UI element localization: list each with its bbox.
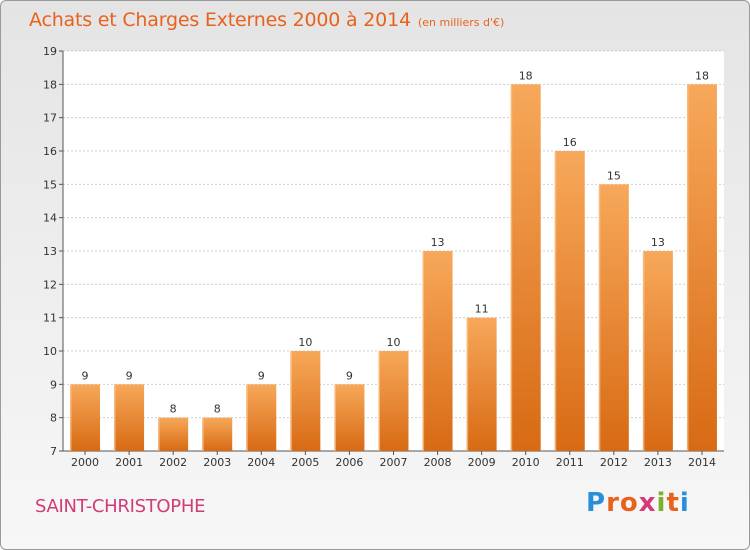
bar-2003 [202, 417, 233, 451]
data-label: 10 [298, 336, 312, 349]
y-tick-label: 17 [43, 112, 57, 125]
y-tick-label: 16 [43, 145, 57, 158]
y-tick-label: 12 [43, 278, 57, 291]
bar-2014 [686, 84, 717, 451]
x-tick-label: 2001 [115, 456, 143, 469]
bar-highlight [554, 151, 557, 451]
bar-2012 [598, 184, 629, 452]
bar-highlight [114, 384, 116, 451]
bar-2007 [378, 351, 409, 451]
bar-2008 [422, 251, 453, 451]
x-tick-label: 2011 [556, 456, 584, 469]
data-label: 18 [695, 69, 709, 82]
bar-2001 [114, 384, 145, 451]
data-label: 11 [475, 303, 489, 316]
bar-2004 [246, 384, 277, 451]
data-label: 9 [82, 369, 89, 382]
bar-2005 [290, 351, 321, 451]
data-label: 15 [607, 169, 621, 182]
bar-highlight [290, 351, 292, 451]
x-tick-label: 2013 [644, 456, 672, 469]
y-tick-label: 9 [50, 378, 57, 391]
y-tick-label: 13 [43, 245, 57, 258]
bar-2000 [70, 384, 101, 451]
bar-highlight [246, 384, 248, 451]
x-tick-label: 2008 [424, 456, 452, 469]
logo-letter: t [666, 488, 680, 518]
bar-highlight [598, 184, 601, 452]
y-tick-label: 8 [50, 412, 57, 425]
logo-letter: o [619, 488, 639, 518]
bar-highlight [158, 417, 160, 451]
x-tick-label: 2002 [159, 456, 187, 469]
bar-2011 [554, 151, 585, 451]
bar-2009 [466, 317, 497, 451]
x-tick-label: 2000 [71, 456, 99, 469]
data-label: 8 [170, 403, 177, 416]
chart-title: Achats et Charges Externes 2000 à 2014 [29, 9, 411, 31]
logo-letter: i [679, 488, 690, 518]
x-tick-label: 2007 [380, 456, 408, 469]
logo-letter: r [606, 488, 620, 518]
data-label: 9 [346, 369, 353, 382]
bar-highlight [686, 84, 689, 451]
y-tick-label: 14 [43, 212, 57, 225]
data-label: 13 [651, 236, 665, 249]
data-label: 9 [258, 369, 265, 382]
data-label: 10 [387, 336, 401, 349]
y-tick-label: 19 [43, 45, 57, 58]
bar-highlight [510, 84, 513, 451]
x-tick-label: 2009 [468, 456, 496, 469]
data-label: 16 [563, 136, 577, 149]
y-tick-label: 11 [43, 312, 57, 325]
proxiti-logo[interactable]: Proxiti [586, 488, 690, 518]
x-tick-label: 2014 [688, 456, 716, 469]
bar-2006 [334, 384, 365, 451]
y-tick-label: 7 [50, 445, 57, 458]
bar-highlight [642, 251, 645, 451]
x-tick-label: 2005 [291, 456, 319, 469]
bar-highlight [202, 417, 204, 451]
logo-letter: x [638, 488, 657, 518]
y-tick-label: 10 [43, 345, 57, 358]
x-tick-label: 2012 [600, 456, 628, 469]
data-label: 18 [519, 69, 533, 82]
x-tick-label: 2010 [512, 456, 540, 469]
chart-subtitle: (en milliers d'€) [418, 16, 505, 29]
data-label: 8 [214, 403, 221, 416]
x-tick-label: 2003 [203, 456, 231, 469]
bar-2013 [642, 251, 673, 451]
commune-name: SAINT-CHRISTOPHE [35, 496, 206, 517]
x-tick-label: 2006 [335, 456, 363, 469]
x-tick-label: 2004 [247, 456, 275, 469]
bar-highlight [422, 251, 425, 451]
logo-letter: P [586, 488, 607, 518]
y-tick-label: 15 [43, 178, 57, 191]
y-tick-label: 18 [43, 78, 57, 91]
bar-2010 [510, 84, 541, 451]
bar-highlight [466, 317, 469, 451]
bar-highlight [378, 351, 381, 451]
bar-2002 [158, 417, 189, 451]
bar-highlight [70, 384, 72, 451]
data-label: 13 [431, 236, 445, 249]
bar-highlight [334, 384, 336, 451]
logo-letter: i [656, 488, 667, 518]
data-label: 9 [126, 369, 133, 382]
